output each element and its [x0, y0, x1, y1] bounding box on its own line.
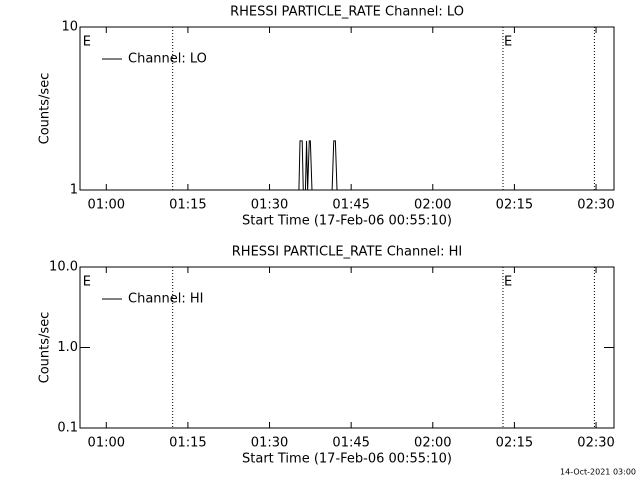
y-axis-label: Counts/sec — [38, 312, 53, 384]
data-line — [298, 140, 338, 191]
y-tick-label: 1 — [70, 183, 78, 198]
x-tick-label: 02:00 — [414, 436, 451, 451]
y-tick-label: 1.0 — [57, 340, 78, 355]
x-tick-label: 02:15 — [496, 436, 533, 451]
chart-title: RHESSI PARTICLE_RATE Channel: HI — [232, 245, 462, 260]
x-tick-label: 02:00 — [414, 198, 451, 213]
y-tick-label: 0.1 — [57, 421, 78, 436]
x-tick-label: 02:30 — [577, 198, 614, 213]
event-label: E — [504, 35, 512, 50]
y-axis-label: Counts/sec — [38, 73, 53, 145]
x-tick-label: 01:45 — [332, 436, 369, 451]
event-label: E — [83, 35, 91, 50]
plot-frame — [79, 26, 615, 191]
x-tick-label: 01:30 — [251, 436, 288, 451]
event-label: E — [83, 275, 91, 290]
x-tick-label: 01:00 — [88, 436, 125, 451]
x-tick-label: 02:15 — [496, 198, 533, 213]
x-tick-label: 01:45 — [332, 198, 369, 213]
x-tick-label: 01:15 — [169, 198, 206, 213]
y-tick-label: 10.0 — [49, 260, 78, 275]
chart-title: RHESSI PARTICLE_RATE Channel: LO — [230, 5, 464, 20]
x-tick-label: 01:00 — [88, 198, 125, 213]
x-tick-label: 02:30 — [577, 436, 614, 451]
event-label: E — [504, 275, 512, 290]
x-tick-label: 01:15 — [169, 436, 206, 451]
footer: 14-Oct-2021 03:00 — [560, 468, 636, 477]
legend-label: Channel: HI — [128, 292, 204, 307]
x-tick-label: 01:30 — [251, 198, 288, 213]
x-axis-label: Start Time (17-Feb-06 00:55:10) — [242, 452, 452, 467]
x-axis-label: Start Time (17-Feb-06 00:55:10) — [242, 214, 452, 229]
y-tick-label: 10 — [61, 20, 78, 35]
legend-label: Channel: LO — [128, 52, 207, 67]
